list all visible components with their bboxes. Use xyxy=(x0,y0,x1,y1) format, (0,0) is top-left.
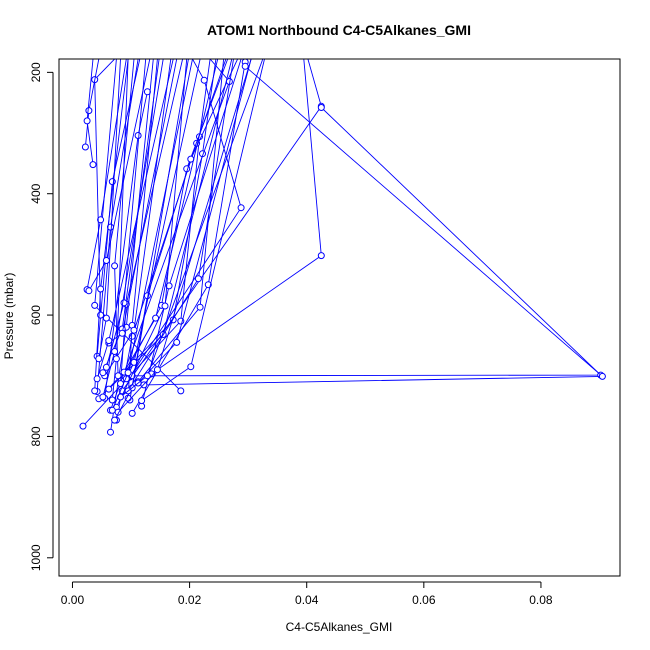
data-point xyxy=(102,257,110,264)
data-point xyxy=(317,252,325,260)
data-point xyxy=(93,375,101,383)
data-point xyxy=(105,337,113,345)
data-point xyxy=(241,62,249,70)
data-point xyxy=(83,117,91,125)
data-point xyxy=(99,393,107,401)
x-tick-label: 0.06 xyxy=(412,593,436,607)
data-point xyxy=(112,355,120,363)
data-point xyxy=(143,372,151,380)
y-axis: 200 400 600 800 1000 xyxy=(29,62,54,571)
x-tick-label: 0.08 xyxy=(529,593,553,607)
series-layer xyxy=(79,59,606,436)
y-tick-label: 800 xyxy=(29,426,43,446)
data-point xyxy=(165,282,173,290)
data-point xyxy=(196,303,204,311)
data-point xyxy=(161,302,169,310)
data-point xyxy=(152,314,160,322)
data-point xyxy=(91,301,99,309)
data-point xyxy=(177,387,185,395)
y-tick-label: 200 xyxy=(29,62,43,82)
y-axis-label: Pressure (mbar) xyxy=(2,273,16,360)
data-point xyxy=(85,287,93,295)
x-tick-label: 0.00 xyxy=(61,593,85,607)
data-point xyxy=(97,285,105,293)
y-tick-label: 600 xyxy=(29,305,43,325)
data-point xyxy=(97,216,105,224)
x-tick-label: 0.02 xyxy=(178,593,202,607)
data-point xyxy=(124,369,132,377)
data-point xyxy=(111,262,119,270)
data-point xyxy=(173,338,181,346)
data-point xyxy=(118,329,126,337)
data-point xyxy=(134,132,142,139)
data-point xyxy=(108,396,116,404)
x-tick-label: 0.04 xyxy=(295,593,319,607)
data-point xyxy=(102,363,110,371)
data-point xyxy=(111,416,119,424)
data-point xyxy=(237,204,245,212)
data-point xyxy=(108,406,116,414)
data-point xyxy=(85,107,93,115)
data-point xyxy=(138,397,146,405)
data-point xyxy=(81,143,89,151)
data-point xyxy=(187,363,195,371)
data-point xyxy=(108,178,116,186)
x-axis: 0.00 0.02 0.04 0.06 0.08 xyxy=(61,581,553,607)
data-point xyxy=(105,385,113,393)
data-point xyxy=(200,76,208,84)
data-point xyxy=(153,366,161,374)
y-tick-label: 1000 xyxy=(29,544,43,571)
data-point xyxy=(91,387,99,395)
series-line-17 xyxy=(129,59,242,378)
chart-title: ATOM1 Northbound C4-C5Alkanes_GMI xyxy=(207,22,471,38)
data-point xyxy=(194,275,202,283)
plot-frame xyxy=(58,58,621,577)
data-point xyxy=(79,422,87,430)
data-point xyxy=(97,311,105,319)
data-point xyxy=(598,372,606,380)
data-point xyxy=(89,161,97,169)
data-point xyxy=(102,314,110,322)
data-point xyxy=(128,409,136,417)
y-tick-label: 400 xyxy=(29,183,43,203)
data-point xyxy=(107,428,114,436)
data-point xyxy=(99,369,107,377)
data-point xyxy=(317,104,325,111)
x-axis-label: C4-C5Alkanes_GMI xyxy=(286,620,393,634)
data-point xyxy=(111,348,119,355)
data-point xyxy=(95,355,103,363)
